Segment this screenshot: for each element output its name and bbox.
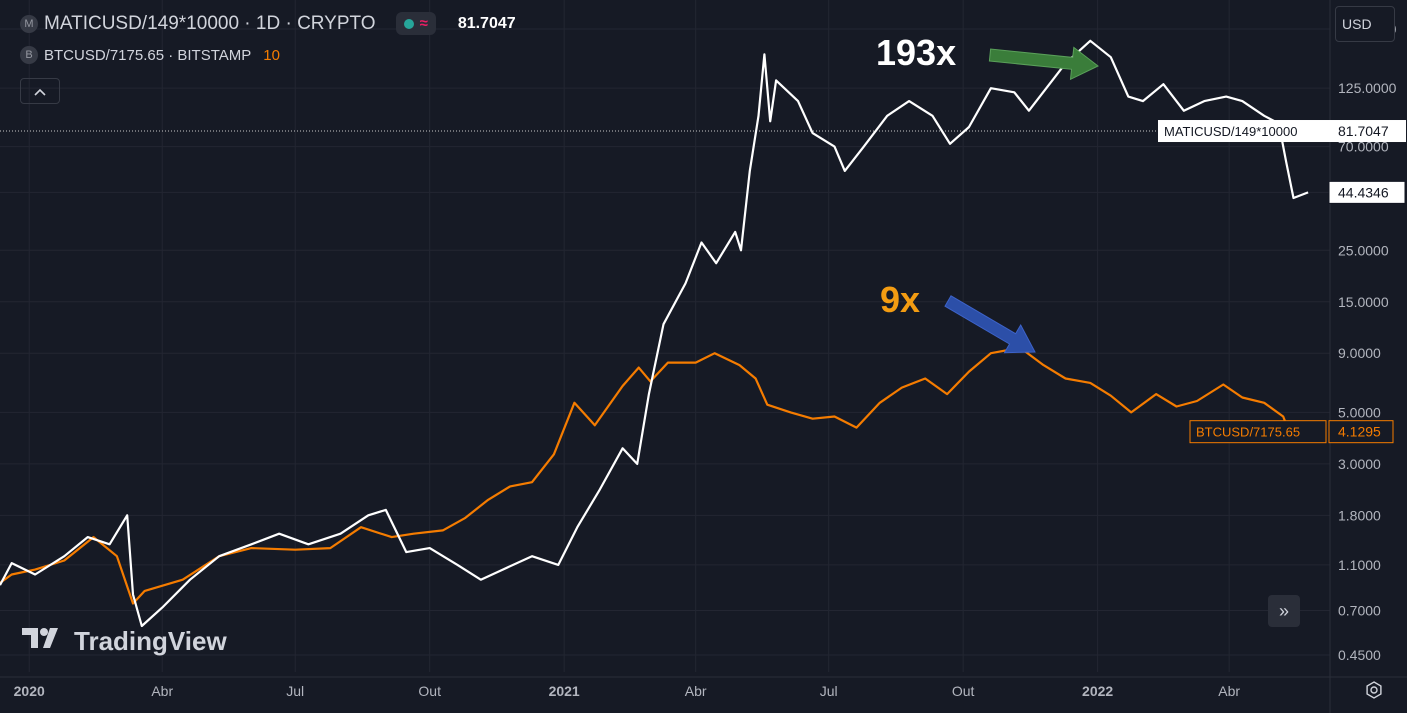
blue-arrow-icon <box>944 295 1036 354</box>
btc-name-label-box <box>1189 420 1327 444</box>
matic-series-line <box>0 39 1309 628</box>
scroll-to-realtime-button[interactable]: » <box>1268 595 1300 627</box>
tradingview-mark-icon <box>22 626 66 657</box>
x-tick-label: Out <box>952 683 975 699</box>
indicator-status-pill[interactable]: ≈ <box>395 12 436 35</box>
second-symbol-title[interactable]: BTCUSD/7175.65 · BITSTAMP <box>44 46 252 64</box>
y-tick-label: 1.1000 <box>1338 557 1381 573</box>
y-tick-label: 125.0000 <box>1338 80 1397 96</box>
y-tick-label: 1.8000 <box>1338 507 1381 523</box>
x-tick-label: Abr <box>151 683 173 699</box>
y-tick-label: 70.0000 <box>1338 139 1389 155</box>
x-tick-label: Jul <box>286 683 304 699</box>
gear-icon <box>1364 680 1384 705</box>
green-arrow-icon <box>988 46 1099 81</box>
chart-grid <box>0 0 1330 672</box>
btc-series-line <box>0 346 1291 605</box>
x-tick-label: Jul <box>820 683 838 699</box>
market-status-dot-icon <box>403 18 414 29</box>
x-tick-label: 2021 <box>549 683 580 699</box>
y-tick-label: 9.0000 <box>1338 345 1381 361</box>
legend-main-row[interactable]: M MATICUSD/149*10000 · 1D · CRYPTO ≈ 81.… <box>20 12 516 35</box>
tradingview-wordmark: TradingView <box>74 626 227 656</box>
legend-second-row[interactable]: B BTCUSD/7175.65 · BITSTAMP 10 <box>20 46 280 64</box>
tradingview-logo[interactable]: TradingView <box>22 626 227 657</box>
second-symbol-badge: B <box>20 46 38 64</box>
y-tick-label: 0.7000 <box>1338 602 1381 618</box>
y-tick-label: 3.0000 <box>1338 456 1381 472</box>
y-tick-label: 0.4500 <box>1338 647 1381 663</box>
btc-last-value-box <box>1328 420 1394 444</box>
main-symbol-badge: M <box>20 14 38 33</box>
y-tick-label: 25.0000 <box>1338 242 1389 258</box>
main-symbol-title[interactable]: MATICUSD/149*10000 · 1D · CRYPTO <box>44 12 376 34</box>
approx-icon: ≈ <box>419 15 428 32</box>
y-tick-label: 15.0000 <box>1338 294 1389 310</box>
btc-last-value-label: 4.1295 <box>1338 424 1381 440</box>
y-tick-label: 5.0000 <box>1338 404 1381 420</box>
main-last-price: 81.7047 <box>457 14 516 32</box>
x-tick-label: Abr <box>685 683 707 699</box>
x-tick-label: Out <box>418 683 441 699</box>
annotation-arrows <box>944 46 1099 354</box>
chevron-up-icon <box>34 84 46 99</box>
btc-gain-annotation: 9x <box>880 279 921 320</box>
x-tick-label: 2022 <box>1082 683 1113 699</box>
btc-name-label: BTCUSD/7175.65 <box>1196 425 1300 440</box>
double-chevron-right-icon: » <box>1278 600 1289 621</box>
chart-series <box>0 39 1309 628</box>
matic-last-value-box <box>1328 180 1406 204</box>
matic-gain-annotation: 193x <box>876 32 957 73</box>
x-tick-label: 2020 <box>14 683 45 699</box>
price-line-label-value: 81.7047 <box>1338 123 1389 139</box>
price-line-label-name: MATICUSD/149*10000 <box>1164 124 1297 139</box>
second-symbol-value: 10 <box>263 46 280 64</box>
price-line-label-box <box>1158 120 1406 143</box>
matic-last-value-label: 44.4346 <box>1338 184 1389 200</box>
chart-settings-button[interactable] <box>1362 680 1386 704</box>
currency-button[interactable]: USD <box>1335 6 1395 42</box>
legend-collapse-button[interactable] <box>20 78 60 104</box>
x-tick-label: Abr <box>1218 683 1240 699</box>
